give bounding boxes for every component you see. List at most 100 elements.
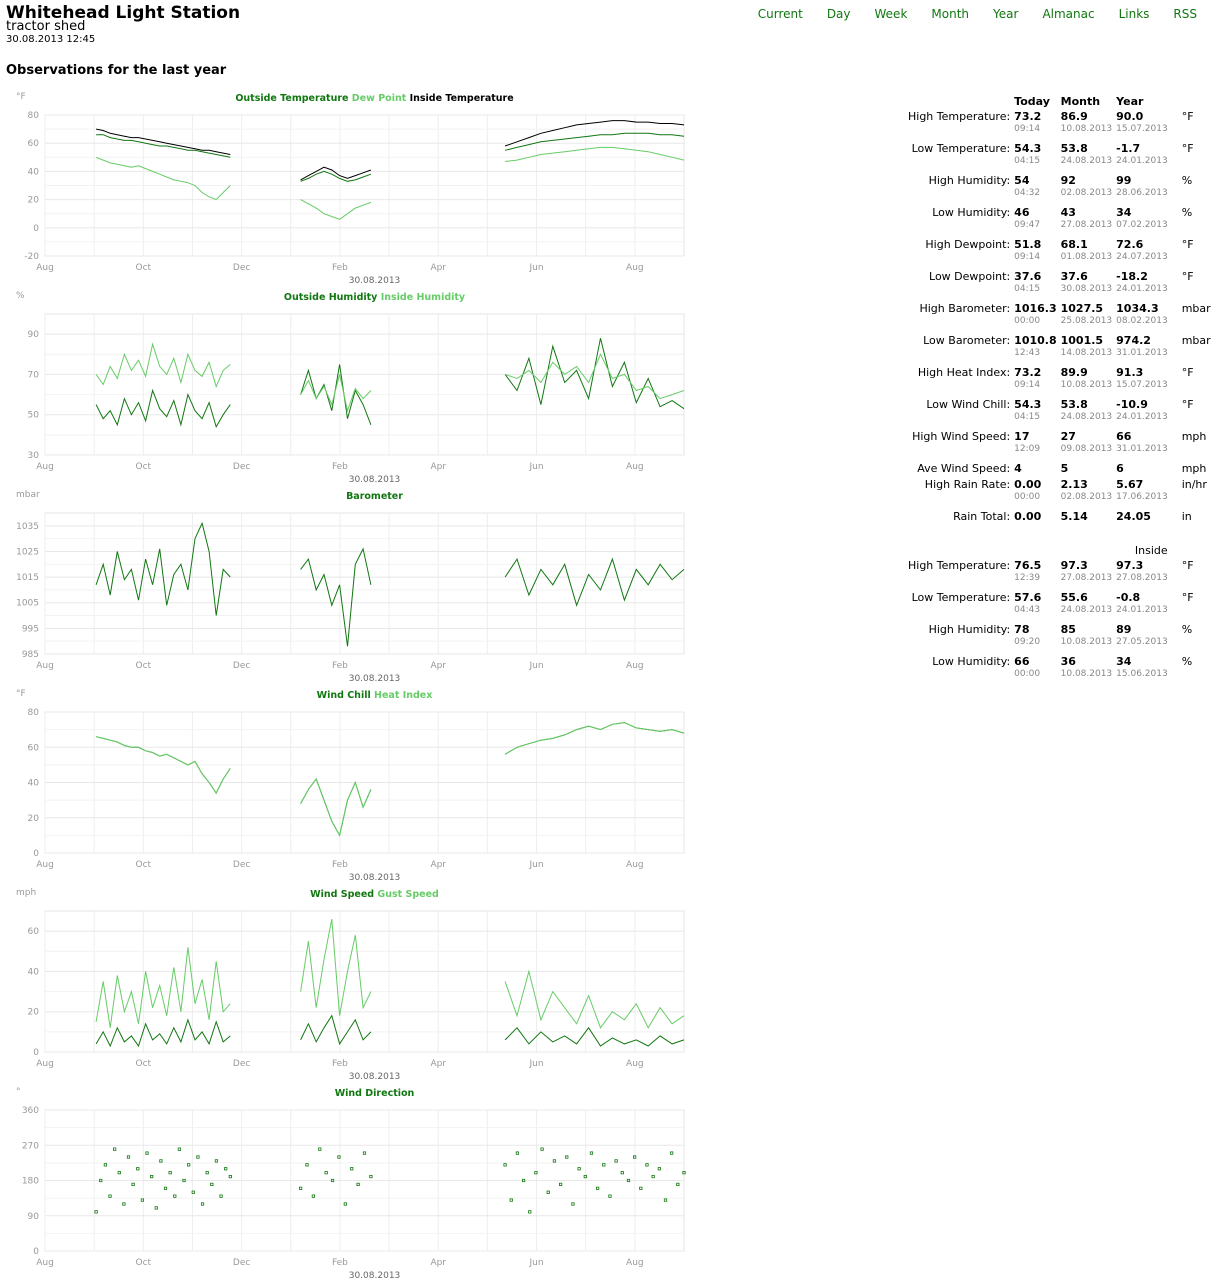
nav-links[interactable]: Links: [1118, 7, 1150, 21]
chart-x-tick: Dec: [233, 1059, 250, 1069]
stats-unit: °F: [1181, 141, 1194, 155]
stats-table: Today Month Year High Temperature: 73.2 86.9 9…: [906, 94, 1211, 685]
stats-value: 2.13: [1060, 477, 1088, 491]
chart-y-tick: 80: [28, 111, 40, 121]
wind-direction-point: [99, 1178, 103, 1183]
stats-time: 27.08.2013: [1116, 573, 1168, 583]
wind-direction-point: [205, 1171, 209, 1175]
stats-time: 15.06.2013: [1116, 669, 1168, 679]
stats-value: 43: [1060, 205, 1076, 219]
stats-time-spacer: [1170, 412, 1211, 428]
chart-frame: [44, 910, 685, 1053]
stats-value: 17: [1014, 429, 1030, 443]
wind-direction-point: [608, 1194, 612, 1198]
wind-direction-point: [670, 1151, 674, 1155]
stats-time: 24.07.2013: [1116, 252, 1168, 262]
stats-time-row: 12:09 09.08.2013 31.01.2013: [906, 444, 1211, 460]
wind-direction-point: [343, 1202, 347, 1206]
chart-y-tick: 0: [33, 849, 39, 859]
chart-title: Wind Chill Heat Index: [317, 690, 433, 701]
chart-x-tick: Aug: [36, 860, 54, 870]
wind-direction-point: [228, 1174, 232, 1179]
nav-rss[interactable]: RSS: [1173, 7, 1197, 21]
chart-x-tick: Aug: [36, 1059, 54, 1069]
stats-time: 09:14: [1014, 124, 1041, 134]
stats-time-spacer: [906, 220, 1012, 236]
wind-direction-point: [337, 1155, 341, 1159]
stats-unit: %: [1181, 205, 1193, 219]
wind-direction-point: [311, 1194, 315, 1198]
stats-time: 00:00: [1014, 492, 1041, 502]
wind-direction-point: [571, 1202, 575, 1206]
chart-title: Outside Temperature Dew Point Inside Tem…: [235, 93, 513, 104]
stats-unit: in/hr: [1181, 477, 1207, 491]
chart-title-part: Heat Index: [371, 690, 433, 701]
chart-x-tick: Jun: [529, 1258, 544, 1268]
chart-datestamp: 30.08.2013: [349, 1072, 401, 1082]
stats-unit: °F: [1181, 558, 1194, 572]
series-line-dew-point: [505, 146, 685, 162]
series-line-inside-humidity: [504, 353, 685, 400]
nav-almanac[interactable]: Almanac: [1042, 7, 1095, 21]
stats-value: 90.0: [1116, 109, 1144, 123]
stats-value: 55.6: [1060, 590, 1088, 604]
nav-month[interactable]: Month: [931, 7, 970, 21]
stats-time-spacer: [1170, 284, 1211, 300]
chart-x-tick: Aug: [626, 860, 644, 870]
page-heading: Observations for the last year: [6, 63, 227, 78]
wind-direction-point: [113, 1147, 117, 1151]
nav-week[interactable]: Week: [874, 7, 908, 21]
series-line-heat-index: [95, 736, 231, 795]
chart-x-tick: Aug: [36, 661, 54, 671]
chart-x-tick: Dec: [233, 462, 250, 472]
chart-title: Wind Direction: [335, 1088, 415, 1099]
chart-3: Wind Chill Heat Index °F Aug Oct Dec Feb Apr Ju…: [16, 689, 685, 883]
chart-x-tick: Aug: [626, 1059, 644, 1069]
chart-y-tick: 985: [22, 650, 39, 660]
stats-value: 66: [1116, 429, 1132, 443]
stats-value: 92: [1060, 173, 1076, 187]
stats-row: High Barometer: 1016.3 1027.5 1034.3 mbar: [906, 300, 1211, 316]
stats-time-row: 09:14 10.08.2013 15.07.2013: [906, 380, 1211, 396]
chart-frame: [44, 313, 685, 456]
nav-day[interactable]: Day: [826, 7, 851, 21]
stats-row: Low Temperature: 57.6 55.6 -0.8 °F: [906, 589, 1211, 605]
series-line-gust-speed: [504, 969, 685, 1029]
chart-title-part: Dew Point: [349, 93, 407, 104]
chart-y-tick: 1025: [16, 547, 39, 557]
chart-y-tick: 0: [33, 224, 39, 234]
series-line-heat-index: [300, 777, 372, 837]
series-line-wind-speed: [95, 1018, 231, 1048]
chart-x-tick: Jun: [529, 263, 544, 273]
stats-row: Low Humidity: 66 36 34%: [906, 653, 1211, 669]
nav-year[interactable]: Year: [993, 7, 1019, 21]
chart-y-tick: 20: [28, 814, 40, 824]
stats-value: 68.1: [1060, 237, 1088, 251]
wind-direction-point: [552, 1159, 557, 1163]
stats-column-header: Year: [1116, 94, 1144, 108]
series-line-outside-temperature: [96, 134, 231, 158]
wind-direction-point: [583, 1174, 587, 1179]
chart-x-tick: Feb: [332, 462, 348, 472]
stats-row: High Humidity: 78 85 89%: [906, 621, 1211, 637]
chart-x-tick: Apr: [430, 661, 446, 671]
stats-time-row: 12:39 27.08.2013 27.08.2013: [906, 573, 1211, 589]
stats-label: Low Temperature:: [911, 141, 1011, 155]
chart-x-tick: Oct: [136, 263, 152, 273]
wind-direction-point: [305, 1163, 309, 1167]
stats-time: 28.06.2013: [1116, 188, 1168, 198]
wind-direction-point: [126, 1155, 131, 1159]
stats-time: 10.08.2013: [1060, 637, 1113, 647]
chart-title-part: Wind Chill: [317, 690, 371, 701]
stats-time: 12:39: [1014, 573, 1041, 583]
stats-time: 27.05.2013: [1116, 637, 1168, 647]
stats-label: High Barometer:: [919, 301, 1011, 315]
wind-direction-point: [136, 1167, 140, 1171]
chart-x-tick: Oct: [136, 1059, 152, 1069]
stats-row: High Humidity: 54 92 99%: [906, 172, 1211, 188]
chart-title-part: Wind Speed: [310, 889, 374, 900]
stats-value: 66: [1014, 654, 1030, 668]
stats-time: 09:14: [1014, 252, 1041, 262]
wind-direction-point: [651, 1174, 655, 1179]
nav-current[interactable]: Current: [757, 7, 803, 21]
